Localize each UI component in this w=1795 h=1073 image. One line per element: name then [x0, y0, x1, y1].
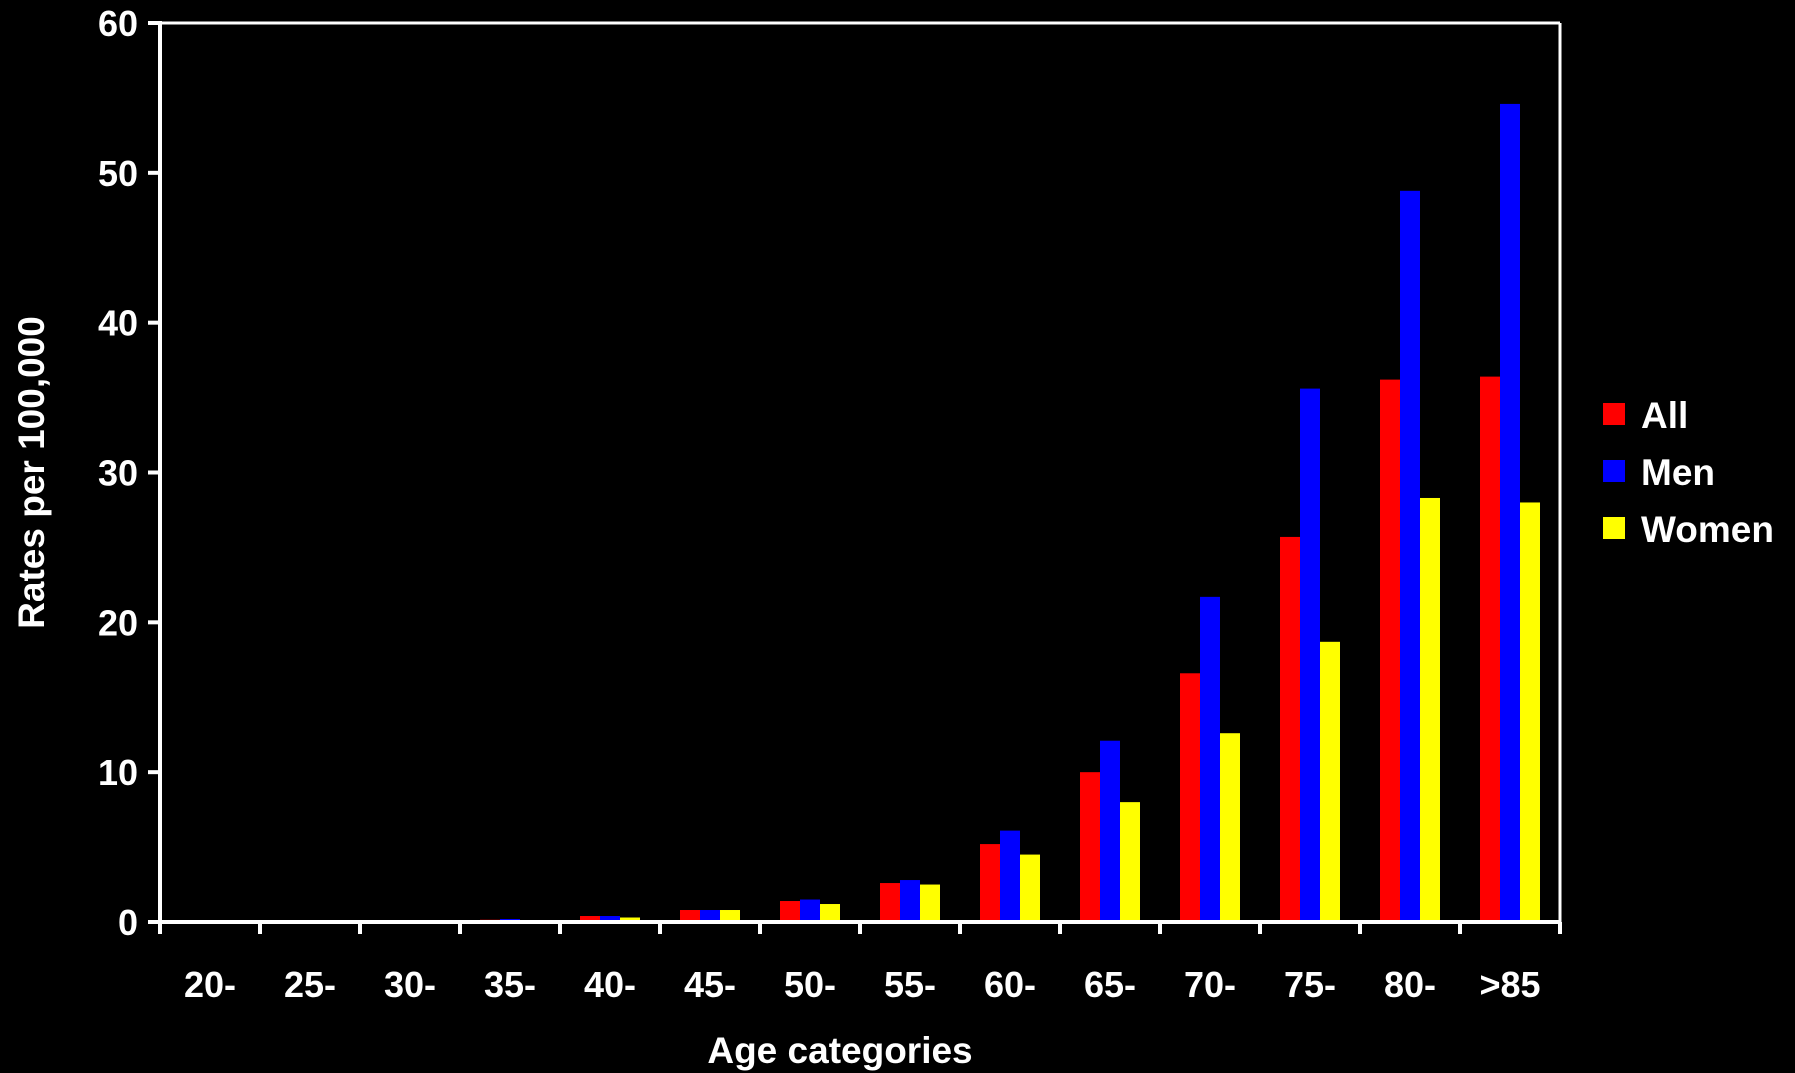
y-tick-label: 50 [98, 153, 138, 194]
bar-women-60- [1020, 854, 1040, 922]
bar-women-65- [1120, 802, 1140, 922]
y-ticks: 0 10 20 30 40 50 60 [98, 3, 160, 943]
legend-swatch-women [1603, 517, 1625, 539]
bar-women-40- [620, 917, 640, 922]
bar-all->85 [1480, 376, 1500, 922]
bar-women-70- [1220, 733, 1240, 922]
bar-women-75- [1320, 641, 1340, 922]
bar-men-65- [1100, 740, 1120, 922]
y-tick-label: 10 [98, 752, 138, 793]
bar-all-80- [1380, 379, 1400, 922]
bar-all-65- [1080, 772, 1100, 922]
bar-men->85 [1500, 103, 1520, 922]
y-tick-label: 40 [98, 303, 138, 344]
bar-women-50- [820, 904, 840, 922]
bar-women-80- [1420, 497, 1440, 922]
bar-men-75- [1300, 388, 1320, 922]
bar-men-80- [1400, 190, 1420, 922]
bar-all-55- [880, 883, 900, 922]
x-tick-label: 35- [484, 964, 536, 1005]
y-tick-label: 0 [118, 902, 138, 943]
bar-all-70- [1180, 673, 1200, 922]
bar-men-45- [700, 910, 720, 922]
x-tick-label: 30- [384, 964, 436, 1005]
bars-layer [380, 103, 1540, 922]
y-tick-label: 20 [98, 602, 138, 643]
x-axis-title: Age categories [707, 1030, 972, 1071]
bar-men-70- [1200, 596, 1220, 922]
bar-men-55- [900, 880, 920, 922]
x-ticks: 20- 25- 30- 35- 40- 45- 50- 55- 60- 65- 70- 75- 80- >… [158, 922, 1562, 1005]
bar-men-40- [600, 916, 620, 922]
y-tick-label: 30 [98, 453, 138, 494]
x-tick-label: >85 [1479, 964, 1540, 1005]
x-tick-label: 80- [1384, 964, 1436, 1005]
x-tick-label: 20- [184, 964, 236, 1005]
y-tick-label: 60 [98, 3, 138, 44]
x-tick-label: 55- [884, 964, 936, 1005]
legend: All Men Women [1603, 395, 1774, 550]
axes-layer [158, 21, 1562, 924]
bar-all-50- [780, 901, 800, 922]
x-tick-label: 50- [784, 964, 836, 1005]
legend-swatch-all [1603, 403, 1625, 425]
bar-all-40- [580, 916, 600, 922]
bar-all-75- [1280, 536, 1300, 922]
x-tick-label: 75- [1284, 964, 1336, 1005]
bar-women->85 [1520, 502, 1540, 922]
x-tick-label: 40- [584, 964, 636, 1005]
bar-men-50- [800, 899, 820, 922]
x-tick-label: 45- [684, 964, 736, 1005]
x-tick-label: 70- [1184, 964, 1236, 1005]
bar-all-60- [980, 844, 1000, 922]
x-tick-label: 60- [984, 964, 1036, 1005]
legend-swatch-men [1603, 460, 1625, 482]
legend-label-all: All [1641, 395, 1688, 436]
legend-label-women: Women [1641, 509, 1774, 550]
y-axis-title: Rates per 100,000 [11, 316, 52, 629]
bar-women-55- [920, 884, 940, 922]
bar-all-45- [680, 910, 700, 922]
x-tick-label: 65- [1084, 964, 1136, 1005]
legend-label-men: Men [1641, 452, 1715, 493]
bar-women-45- [720, 910, 740, 922]
x-tick-label: 25- [284, 964, 336, 1005]
bar-men-60- [1000, 830, 1020, 922]
